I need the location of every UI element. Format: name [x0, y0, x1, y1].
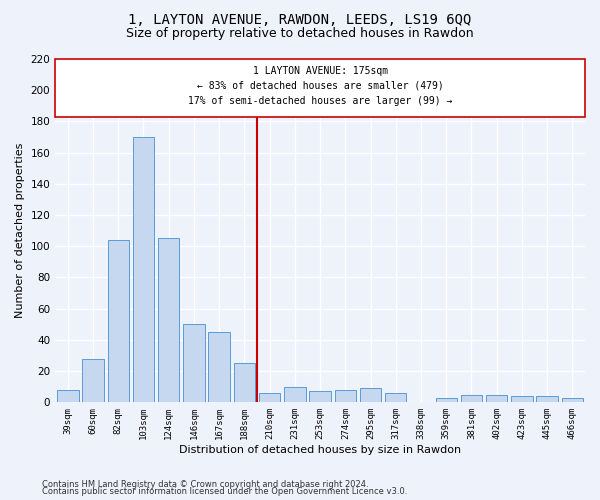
FancyBboxPatch shape: [55, 59, 585, 116]
Bar: [562, 398, 583, 402]
Bar: [511, 396, 533, 402]
Bar: [360, 388, 381, 402]
Bar: [208, 332, 230, 402]
Bar: [284, 386, 305, 402]
Bar: [385, 393, 406, 402]
Text: 17% of semi-detached houses are larger (99) →: 17% of semi-detached houses are larger (…: [188, 96, 452, 106]
Bar: [461, 394, 482, 402]
Text: Size of property relative to detached houses in Rawdon: Size of property relative to detached ho…: [126, 28, 474, 40]
Bar: [107, 240, 129, 402]
Y-axis label: Number of detached properties: Number of detached properties: [15, 143, 25, 318]
Bar: [233, 364, 255, 403]
X-axis label: Distribution of detached houses by size in Rawdon: Distribution of detached houses by size …: [179, 445, 461, 455]
Text: Contains HM Land Registry data © Crown copyright and database right 2024.: Contains HM Land Registry data © Crown c…: [42, 480, 368, 489]
Text: 1, LAYTON AVENUE, RAWDON, LEEDS, LS19 6QQ: 1, LAYTON AVENUE, RAWDON, LEEDS, LS19 6Q…: [128, 12, 472, 26]
Bar: [436, 398, 457, 402]
Bar: [158, 238, 179, 402]
Bar: [82, 358, 104, 403]
Bar: [57, 390, 79, 402]
Text: 1 LAYTON AVENUE: 175sqm: 1 LAYTON AVENUE: 175sqm: [253, 66, 388, 76]
Bar: [335, 390, 356, 402]
Bar: [259, 393, 280, 402]
Bar: [183, 324, 205, 402]
Bar: [486, 394, 508, 402]
Bar: [536, 396, 558, 402]
Bar: [133, 137, 154, 402]
Text: Contains public sector information licensed under the Open Government Licence v3: Contains public sector information licen…: [42, 487, 407, 496]
Bar: [310, 392, 331, 402]
Text: ← 83% of detached houses are smaller (479): ← 83% of detached houses are smaller (47…: [197, 80, 443, 90]
